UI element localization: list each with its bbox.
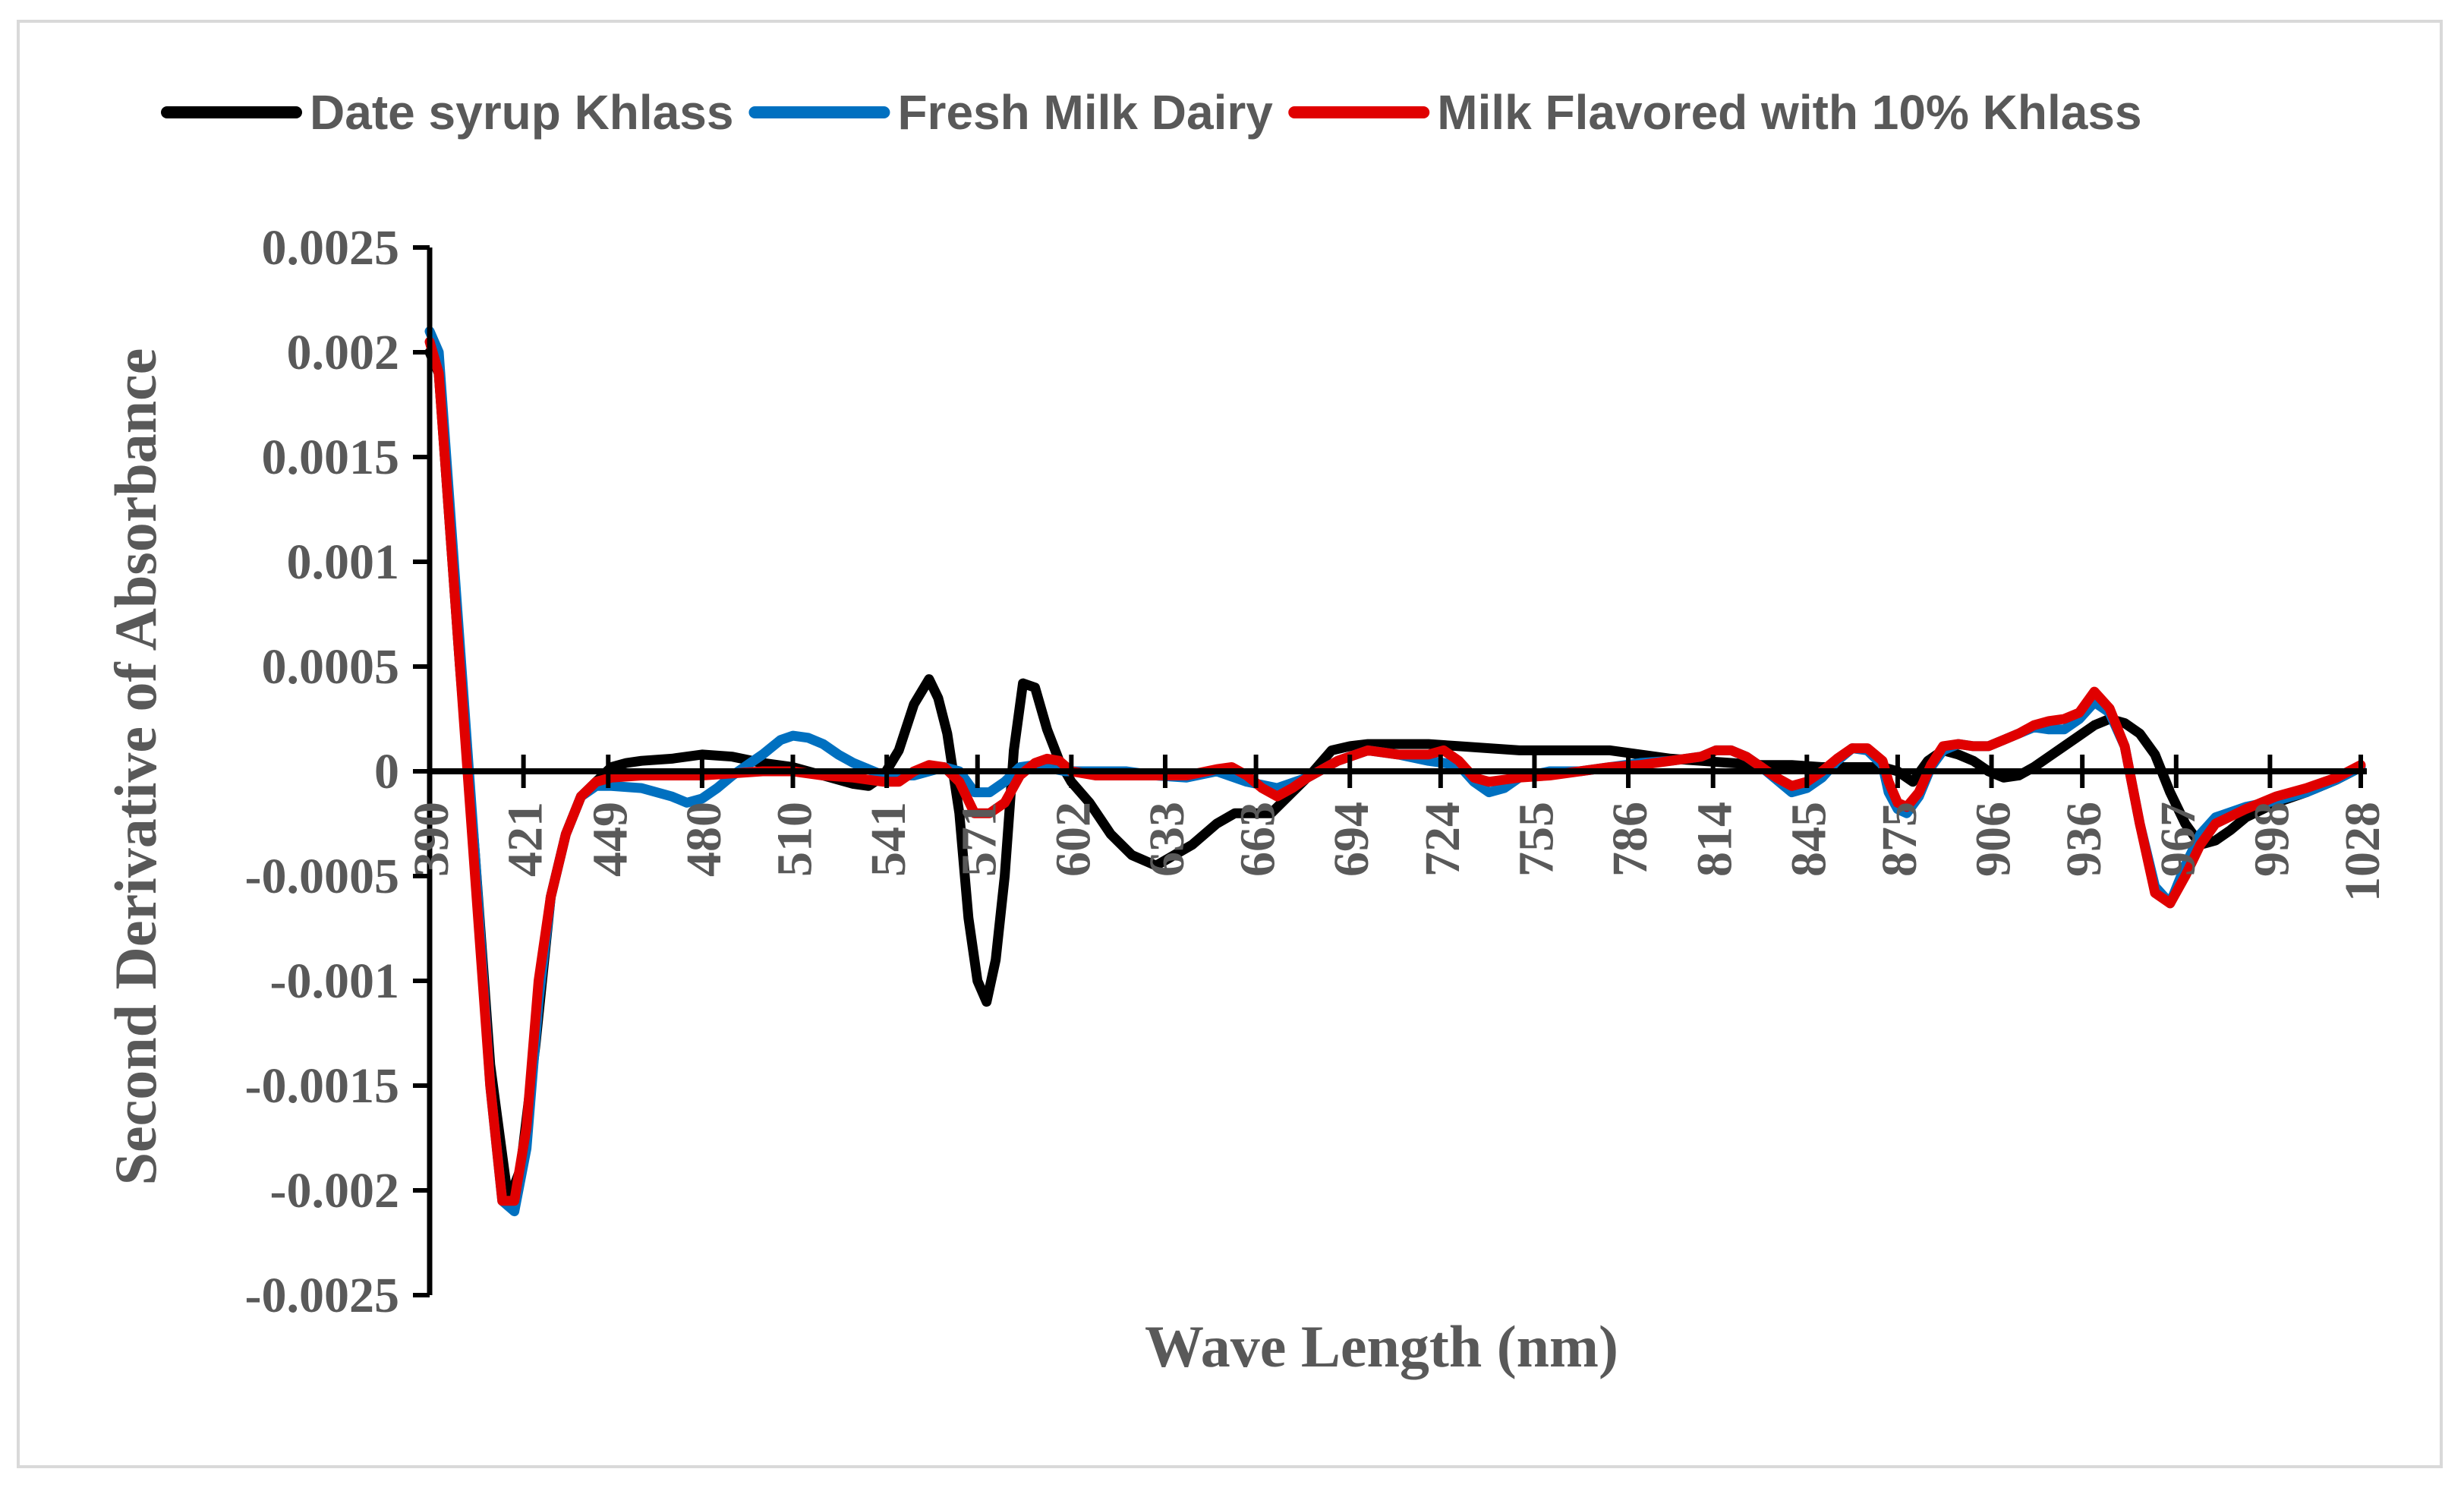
y-axis-title: Second Derivative of Absorbance: [102, 348, 169, 1186]
x-tick-label: 602: [1045, 802, 1101, 877]
series-line-1: [424, 347, 2366, 1206]
x-tick-label: 875: [1872, 802, 1927, 877]
axes: 0.0025 0.002 0.0015 0.001 0.0005 0 -0.0005 -0.0…: [245, 220, 2391, 1323]
x-tick-label: 936: [2056, 802, 2112, 877]
y-tick-label: 0.0005: [262, 639, 400, 695]
x-tick-label: 571: [952, 802, 1007, 877]
y-tick-label: 0.0015: [262, 430, 400, 485]
x-tick-label: 998: [2244, 802, 2299, 877]
y-tick-label: 0.001: [287, 534, 400, 590]
x-tick-label: 510: [767, 802, 823, 877]
x-tick-label: 633: [1139, 802, 1195, 877]
y-tick-label: -0.001: [270, 954, 399, 1009]
x-tick-label: 541: [861, 802, 916, 877]
legend-label-1: Date syrup Khlass: [310, 85, 733, 140]
legend-label-2: Fresh Milk Dairy: [897, 85, 1273, 140]
legend: Date syrup Khlass Fresh Milk Dairy Milk Fl…: [161, 85, 2142, 140]
x-tick-label: 694: [1324, 802, 1379, 877]
y-tick-label: -0.002: [270, 1163, 399, 1218]
x-tick-label: 845: [1781, 802, 1836, 877]
y-tick-label: -0.0025: [245, 1268, 399, 1323]
x-tick-label: 449: [582, 802, 638, 877]
x-tick-label: 480: [676, 802, 732, 877]
x-tick-label: 724: [1415, 802, 1470, 877]
x-tick-label: 906: [1966, 802, 2021, 877]
x-tick-label: 786: [1602, 802, 1658, 877]
y-tick-label: 0.002: [287, 325, 400, 380]
x-axis-title: Wave Length (nm): [1145, 1313, 1618, 1379]
x-tick-label: 1028: [2335, 802, 2390, 902]
x-tick-label: 421: [498, 802, 553, 877]
y-tick-label: 0.0025: [262, 220, 400, 276]
y-tick-label: -0.0015: [245, 1058, 399, 1114]
legend-label-3: Milk Flavored with 10% Khlass: [1437, 85, 2141, 140]
x-tick-label: 390: [404, 802, 459, 877]
y-tick-label: 0: [374, 744, 399, 799]
y-tick-label: -0.0005: [245, 849, 399, 904]
x-tick-label: 755: [1508, 802, 1564, 877]
x-tick-label: 967: [2150, 802, 2206, 877]
x-tick-label: 814: [1687, 802, 1743, 877]
x-tick-label: 663: [1230, 802, 1286, 877]
chart-frame: [17, 20, 2443, 1468]
